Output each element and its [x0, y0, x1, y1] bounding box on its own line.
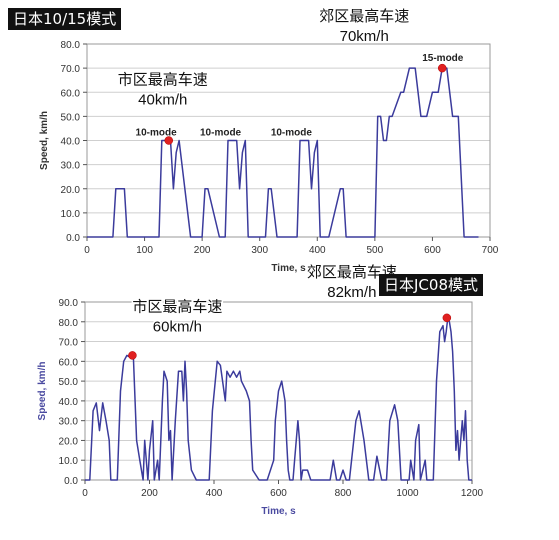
- callout-label: 郊区最高车速: [307, 264, 397, 281]
- callout-label: 市区最高车速: [118, 72, 208, 89]
- y-tick-label: 10.0: [61, 209, 81, 220]
- x-tick-label: 200: [141, 488, 158, 499]
- callout-label: 市区最高车速: [132, 298, 222, 315]
- mode-annotation: 15-mode: [422, 53, 464, 64]
- x-tick-label: 600: [424, 245, 441, 256]
- chart2-title: 日本JC08模式: [379, 274, 483, 296]
- max-speed-marker: [128, 351, 137, 360]
- y-tick-label: 70.0: [61, 64, 81, 75]
- x-tick-label: 500: [367, 245, 384, 256]
- y-tick-label: 30.0: [61, 161, 81, 172]
- x-axis-title: Time, s: [271, 263, 306, 274]
- speed-series-line: [85, 317, 472, 481]
- callout-value: 70km/h: [340, 28, 389, 45]
- x-tick-label: 700: [482, 245, 499, 256]
- x-tick-label: 300: [251, 245, 268, 256]
- y-tick-label: 50.0: [59, 377, 79, 388]
- callout-value: 40km/h: [138, 92, 187, 109]
- mode-annotation: 10-mode: [200, 128, 242, 139]
- mode-annotation: 10-mode: [136, 128, 178, 139]
- y-tick-label: 0.0: [64, 476, 78, 487]
- y-tick-label: 20.0: [61, 185, 81, 196]
- max-speed-marker: [442, 313, 452, 323]
- y-tick-label: 20.0: [59, 436, 79, 447]
- x-tick-label: 400: [309, 245, 326, 256]
- x-tick-label: 400: [206, 488, 223, 499]
- y-tick-label: 0.0: [66, 233, 80, 244]
- y-axis-title: Speed, km/h: [37, 362, 48, 421]
- speed-series-line: [87, 67, 479, 238]
- y-tick-label: 10.0: [59, 456, 79, 467]
- y-tick-label: 60.0: [59, 357, 79, 368]
- x-tick-label: 200: [194, 245, 211, 256]
- y-tick-label: 40.0: [61, 137, 81, 148]
- y-tick-label: 60.0: [61, 88, 81, 99]
- y-tick-label: 40.0: [59, 397, 79, 408]
- chart-japan-10-15-mode: 0.0 10.0 20.0 30.0 40.0 50.0 60.0 70.0 80.0 0 100 2…: [39, 7, 499, 274]
- y-tick-label: 70.0: [59, 338, 79, 349]
- max-speed-marker: [437, 63, 447, 73]
- x-axis-title: Time, s: [261, 506, 296, 517]
- x-tick-label: 1200: [461, 488, 484, 499]
- x-tick-label: 800: [335, 488, 352, 499]
- callout-value: 60km/h: [153, 318, 202, 335]
- callout-value: 82km/h: [327, 284, 376, 301]
- y-tick-label: 50.0: [61, 112, 81, 123]
- callout-label: 郊区最高车速: [319, 8, 409, 25]
- max-speed-marker: [164, 136, 174, 145]
- y-tick-label: 30.0: [59, 417, 79, 428]
- x-tick-label: 0: [84, 245, 90, 256]
- y-axis-title: Speed, km/h: [39, 111, 50, 170]
- chart1-title: 日本10/15模式: [8, 8, 122, 30]
- y-tick-label: 80.0: [59, 318, 79, 329]
- x-tick-label: 100: [136, 245, 153, 256]
- x-tick-label: 0: [82, 488, 88, 499]
- x-tick-label: 1000: [396, 488, 419, 499]
- y-tick-label: 80.0: [61, 40, 81, 51]
- y-tick-label: 90.0: [59, 298, 79, 309]
- mode-annotation: 10-mode: [271, 128, 313, 139]
- x-tick-label: 600: [270, 488, 287, 499]
